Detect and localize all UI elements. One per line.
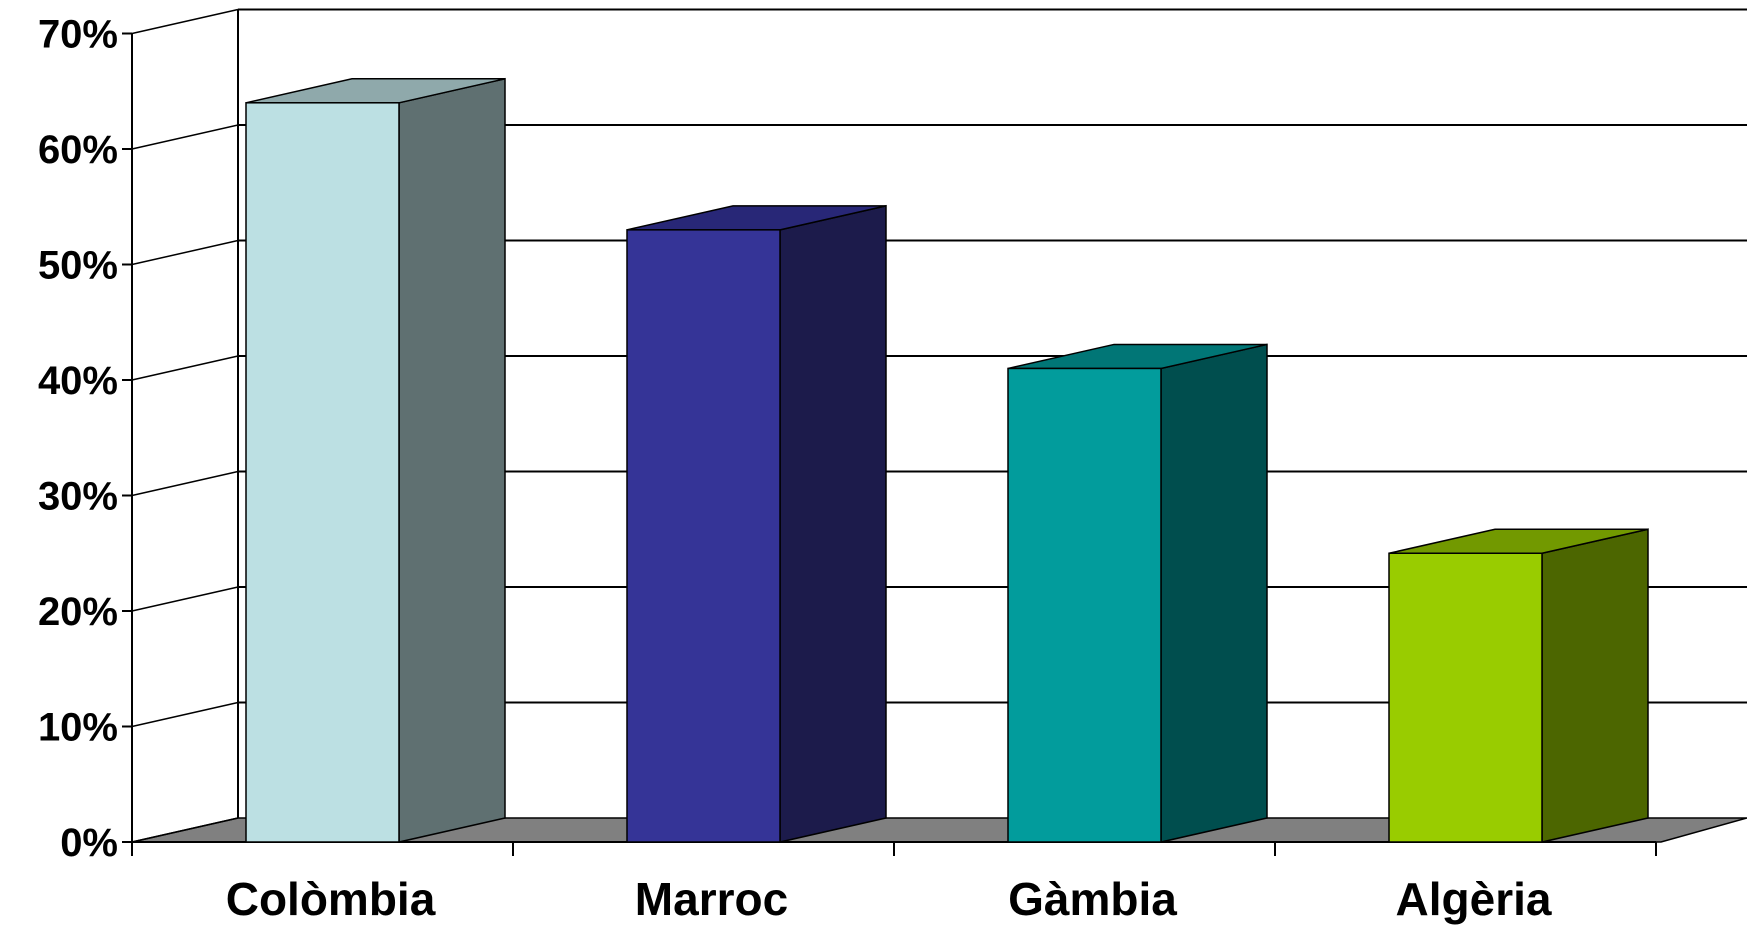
side-wall-line — [131, 355, 239, 381]
bar-side — [1160, 343, 1268, 843]
side-wall-line — [131, 239, 239, 266]
bar-side — [779, 204, 887, 843]
bar-2 — [1007, 343, 1268, 843]
side-wall-line — [131, 817, 239, 843]
bars — [245, 77, 1649, 843]
y-tick-label: 0% — [60, 821, 118, 865]
bar-side — [398, 77, 506, 843]
side-wall-line — [131, 586, 239, 612]
y-tick-label: 40% — [38, 359, 118, 403]
bar-front — [1007, 367, 1162, 843]
x-category-label: Algèria — [1396, 873, 1552, 925]
y-axis: 0% 10% 20% 30% 40% 50% 60% 70% — [38, 8, 1657, 865]
y-tick-label: 50% — [38, 244, 118, 288]
side-wall-line — [131, 701, 239, 728]
side-wall-line — [131, 8, 239, 35]
side-wall-line — [131, 470, 239, 497]
bar-front — [626, 229, 781, 843]
y-tick-label: 60% — [38, 128, 118, 172]
category-labels: Colòmbia Marroc Gàmbia Algèria — [226, 873, 1552, 925]
bar-0 — [245, 77, 506, 843]
y-tick-label: 30% — [38, 475, 118, 519]
x-category-label: Marroc — [635, 873, 788, 925]
bar-1 — [626, 204, 887, 843]
y-tick-label: 70% — [38, 13, 118, 57]
y-tick-label: 20% — [38, 590, 118, 634]
bar-front — [1388, 552, 1543, 843]
y-tick-label: 10% — [38, 706, 118, 750]
bar-side — [1541, 528, 1649, 843]
bar-front — [245, 102, 400, 843]
bar-3 — [1388, 528, 1649, 843]
side-wall-line — [131, 124, 239, 150]
x-category-label: Colòmbia — [226, 873, 436, 925]
x-category-label: Gàmbia — [1008, 873, 1177, 925]
